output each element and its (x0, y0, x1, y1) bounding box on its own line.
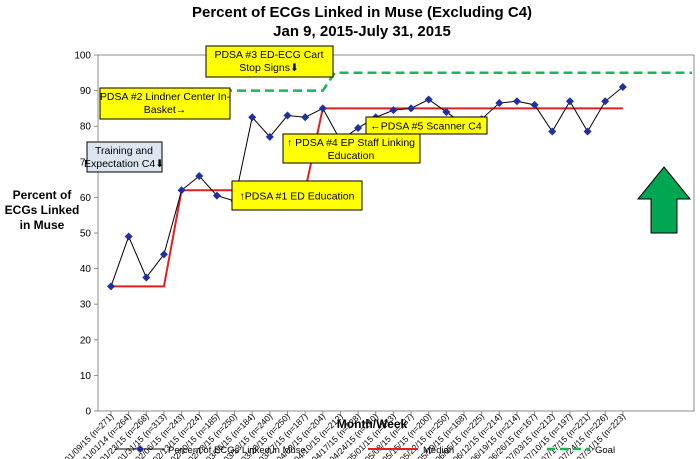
percent-point (601, 97, 610, 106)
percent-point (530, 100, 539, 109)
up-arrow-icon (636, 166, 692, 234)
percent-point (495, 99, 504, 108)
y-tick-label: 70 (80, 157, 92, 168)
percent-point (212, 191, 221, 200)
y-tick-label: 50 (80, 229, 92, 240)
percent-point (548, 127, 557, 136)
annotation-text: PDSA #2 Lindner Center In- (100, 91, 231, 103)
legend: Percent of ECGs Linked in Muse Median Goal (115, 445, 615, 456)
y-tick-label: 80 (80, 122, 92, 133)
percent-point (442, 107, 451, 116)
y-tick-label: 100 (74, 51, 91, 62)
percent-point (142, 273, 151, 282)
percent-point (407, 104, 416, 113)
annotation-text: Training and (95, 145, 153, 157)
x-axis-label: Month/Week (337, 417, 408, 431)
percent-point (389, 106, 398, 115)
y-axis: 0 10 20 30 40 50 60 70 80 90 100 (74, 51, 98, 418)
y-axis-label-line-3: in Muse (20, 218, 65, 232)
percent-point (283, 111, 292, 120)
annotation-text: Basket→ (144, 104, 187, 116)
percent-point (195, 172, 204, 181)
y-axis-label-line-2: ECGs Linked (5, 203, 80, 217)
annotation-text: Expectation C4⬇ (84, 158, 164, 170)
annotation-text: ↑PDSA #1 ED Education (240, 191, 355, 203)
percent-point (248, 113, 257, 122)
percent-point (424, 95, 433, 104)
annotation-text: PDSA #3 ED-ECG Cart (214, 49, 323, 61)
legend-percent-marker (136, 445, 144, 453)
percent-point (512, 97, 521, 106)
percent-point (265, 132, 274, 141)
annotation-box: ↑PDSA #1 ED Education (231, 180, 363, 211)
x-axis: 01/09/15 (n=271)11/01/14 (n=264)01/23/15… (62, 411, 627, 459)
y-tick-label: 0 (85, 407, 91, 418)
percent-point (301, 113, 310, 122)
percent-point (354, 123, 363, 132)
annotation-text: ↑ PDSA #4 EP Staff Linking (287, 137, 415, 149)
chart-title: Percent of ECGs Linked in Muse (Excludin… (192, 4, 532, 21)
percent-point (107, 282, 115, 291)
chart-subtitle: Jan 9, 2015-July 31, 2015 (273, 23, 451, 40)
percent-point (565, 97, 574, 106)
percent-point (618, 83, 627, 92)
percent-point (177, 186, 186, 195)
annotation-text: ←PDSA #5 Scanner C4 (370, 121, 482, 133)
percent-point (124, 232, 133, 241)
y-axis-label-line-1: Percent of (13, 188, 73, 202)
legend-goal-label: Goal (595, 445, 615, 456)
y-tick-label: 40 (80, 264, 92, 275)
y-tick-label: 60 (80, 193, 92, 204)
annotation-box: PDSA #2 Lindner Center In-Basket→ (99, 87, 231, 120)
y-tick-label: 10 (80, 371, 92, 382)
legend-median-label: Median (423, 445, 454, 456)
y-tick-label: 30 (80, 300, 92, 311)
y-tick-label: 20 (80, 335, 92, 346)
annotation-box: ←PDSA #5 Scanner C4 (365, 116, 488, 135)
percent-point (583, 127, 592, 136)
legend-percent-label: Percent of ECGs Linked in Muse (168, 445, 306, 456)
percent-point (318, 104, 327, 113)
annotation-text: Education (328, 150, 375, 162)
percent-point (159, 250, 168, 259)
y-tick-label: 90 (80, 86, 92, 97)
annotation-text: Stop Signs⬇ (239, 62, 299, 74)
